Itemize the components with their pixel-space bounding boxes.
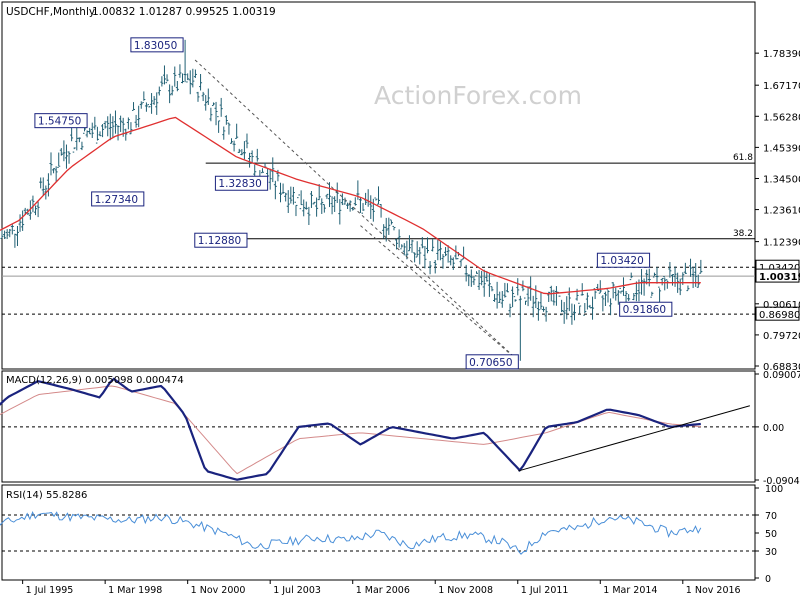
macd-panel: 0.090072 0.00 -0.090435 xyxy=(0,370,800,487)
price-tick-label: 1.78390 xyxy=(763,49,800,60)
price-y-axis: 1.78390 1.67170 1.56280 1.45390 1.34500 1.236… xyxy=(755,49,800,373)
annotation-box xyxy=(34,113,88,129)
price-tick-label: 1.34500 xyxy=(763,174,800,185)
price-tick-label: 1.23610 xyxy=(763,206,800,217)
moving-average-path xyxy=(0,116,701,295)
annotation-label: 1.83050 xyxy=(134,40,177,52)
x-tick-label: 1 Mar 1998 xyxy=(108,585,162,596)
annotation-box xyxy=(619,301,673,317)
rsi-tick-label: 70 xyxy=(765,511,777,522)
macd-tick-label: 0.00 xyxy=(763,423,784,434)
macd-tick-label: -0.090435 xyxy=(763,476,800,487)
level-price-box xyxy=(755,306,800,321)
annotation-box xyxy=(214,175,269,191)
price-bars xyxy=(0,39,703,361)
annotation-label: 1.12880 xyxy=(198,235,241,247)
ohlc-readout: 1.00832 1.01287 0.99525 1.00319 xyxy=(92,6,276,18)
rsi-panel-frame xyxy=(1,484,756,581)
x-tick-label: 1 Mar 2006 xyxy=(356,585,410,596)
x-axis: 1 Jul 1995 1 Mar 1998 1 Nov 2000 1 Jul 2003… xyxy=(22,580,741,596)
fib-level-label: 61.8 xyxy=(733,153,753,163)
price-annotations: 1.83050 1.54750 1.27340 1.32830 1.12880 0.706… xyxy=(34,37,673,370)
rsi-tick-label: 50 xyxy=(765,529,777,540)
price-tick-label: 1.67170 xyxy=(763,81,800,92)
x-tick-label: 1 Nov 2008 xyxy=(438,585,493,596)
macd-tick-label: 0.090072 xyxy=(763,370,800,381)
macd-line xyxy=(0,377,701,481)
current-price-box xyxy=(755,268,800,283)
price-tick-label: 1.56280 xyxy=(763,112,800,123)
moving-average-line xyxy=(0,116,701,295)
rsi-tick-label: 100 xyxy=(765,484,783,495)
price-tick-label: 1.45390 xyxy=(763,143,800,154)
annotation-box xyxy=(91,191,145,207)
rsi-line xyxy=(0,511,702,555)
rsi-panel: 100 70 50 30 0 xyxy=(0,484,783,585)
level-price-label: 0.86980 xyxy=(759,310,800,321)
x-tick-label: 1 Nov 2016 xyxy=(686,585,741,596)
annotation-label: 1.27340 xyxy=(95,194,138,206)
macd-trendline xyxy=(518,405,750,472)
x-tick-label: 1 Mar 2014 xyxy=(603,585,657,596)
rsi-tick-label: 30 xyxy=(765,547,777,558)
annotation-label: 1.32830 xyxy=(218,178,261,190)
annotation-box xyxy=(130,37,184,53)
fib-level-label: 38.2 xyxy=(733,229,753,239)
annotation-box xyxy=(194,232,248,248)
chart-title: USDCHF,Monthly xyxy=(6,6,95,18)
price-panel-frame xyxy=(1,1,756,370)
rsi-title: RSI(14) 55.8286 xyxy=(6,490,87,501)
current-price-label: 1.00319 xyxy=(759,272,800,283)
annotation-label: 1.03420 xyxy=(600,255,643,267)
x-tick-label: 1 Nov 2000 xyxy=(191,585,246,596)
annotation-box xyxy=(465,354,519,370)
level-lines: 61.8 38.2 1.03420 0.86980 1.00319 xyxy=(2,153,800,321)
decline-trendline xyxy=(194,59,519,362)
annotation-label: 0.70650 xyxy=(469,357,512,369)
x-tick-label: 1 Jul 2011 xyxy=(521,585,569,596)
annotation-label: 1.54750 xyxy=(38,116,81,128)
x-tick-label: 1 Jul 1995 xyxy=(26,585,74,596)
trend-lines xyxy=(194,59,519,362)
decline-trendline-2 xyxy=(360,225,519,362)
x-tick-label: 1 Jul 2003 xyxy=(273,585,321,596)
rsi-tick-label: 0 xyxy=(765,574,771,585)
macd-signal-line xyxy=(0,385,701,475)
annotation-box xyxy=(596,252,651,268)
macd-panel-frame xyxy=(1,370,756,483)
watermark: ActionForex.com xyxy=(374,81,582,110)
annotation-label: 0.91860 xyxy=(623,304,666,316)
macd-title: MACD(12,26,9) 0.005098 0.000474 xyxy=(6,375,184,386)
